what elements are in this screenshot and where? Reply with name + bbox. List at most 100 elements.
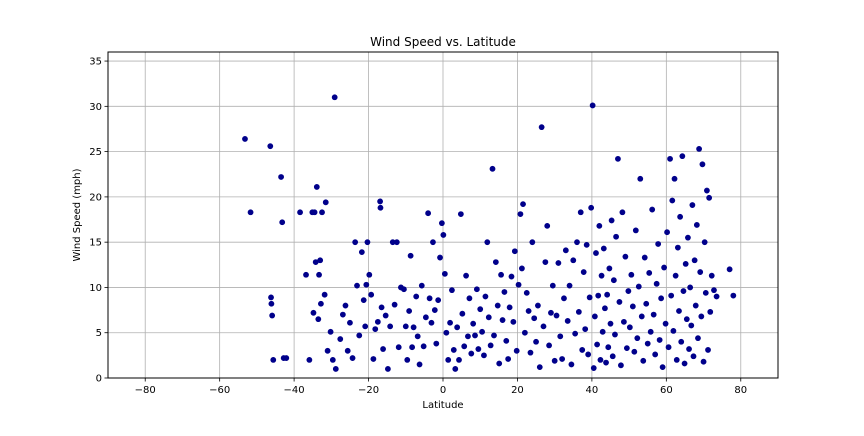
scatter-point [638, 313, 645, 320]
scatter-point [533, 338, 539, 345]
scatter-point [706, 194, 713, 201]
scatter-point [572, 330, 579, 337]
scatter-point [562, 247, 569, 254]
scatter-point [441, 270, 448, 277]
scatter-point [450, 347, 457, 353]
scatter-point [555, 260, 562, 266]
scatter-point [698, 313, 705, 320]
scatter-point [650, 311, 657, 318]
scatter-point [370, 356, 377, 362]
scatter-point [377, 198, 383, 205]
scatter-point [380, 346, 386, 352]
y-tick-label: 25 [89, 147, 102, 158]
scatter-point [391, 301, 398, 308]
scatter-point [621, 318, 627, 325]
scatter-point [358, 249, 365, 256]
scatter-point [482, 293, 489, 300]
scatter-point [640, 357, 647, 364]
scatter-point [667, 155, 673, 162]
scatter-point [664, 229, 670, 236]
scatter-point [461, 343, 468, 350]
scatter-point [566, 282, 573, 289]
scatter-point [597, 356, 604, 363]
scatter-point [406, 308, 413, 314]
scatter-point [466, 295, 473, 302]
scatter-point [505, 356, 512, 362]
scatter-point [452, 366, 459, 372]
scatter-point [602, 305, 608, 312]
scatter-point [553, 312, 560, 319]
scatter-point [595, 292, 602, 299]
scatter-point [669, 197, 676, 204]
scatter-point [420, 343, 427, 350]
scatter-point [393, 239, 400, 246]
x-tick-label: −80 [135, 385, 156, 396]
scatter-point [527, 349, 534, 356]
scatter-point [681, 360, 688, 367]
scatter-point [454, 324, 461, 331]
scatter-point [700, 358, 707, 365]
scatter-point [582, 326, 589, 332]
scatter-point [655, 241, 662, 247]
scatter-point [515, 281, 522, 288]
scatter-point [559, 356, 566, 362]
scatter-point [409, 344, 416, 351]
scatter-point [372, 326, 379, 332]
scatter-point [690, 353, 697, 360]
scatter-point [337, 336, 344, 342]
scatter-point [368, 291, 375, 298]
scatter-point [364, 239, 371, 246]
scatter-point [608, 217, 615, 224]
scatter-point [659, 364, 666, 371]
scatter-point [661, 264, 667, 271]
scatter-point [324, 347, 331, 354]
scatter-point [649, 206, 656, 213]
scatter-point [609, 353, 616, 360]
scatter-point [445, 356, 452, 363]
scatter-point [689, 202, 696, 208]
scatter-point [674, 244, 681, 251]
scatter-point [487, 342, 494, 349]
scatter-point [356, 332, 363, 339]
y-tick-label: 30 [89, 102, 102, 113]
scatter-point [679, 153, 686, 160]
scatter-point [413, 293, 420, 300]
scatter-point [652, 351, 659, 358]
scatter-point [577, 209, 584, 216]
scatter-point [726, 266, 733, 273]
scatter-point [363, 281, 370, 288]
scatter-point [521, 329, 528, 336]
scatter-point [646, 270, 653, 276]
scatter-point [339, 311, 346, 318]
scatter-point [477, 306, 484, 313]
scatter-point [425, 210, 432, 217]
scatter-point [615, 155, 621, 162]
scatter-point [593, 250, 599, 256]
scatter-point [702, 289, 709, 296]
scatter-point [604, 291, 611, 298]
scatter-point [472, 332, 478, 339]
scatter-point [470, 320, 477, 327]
scatter-point [705, 347, 711, 353]
x-tick-label: −20 [358, 385, 379, 396]
scatter-point [377, 204, 384, 211]
scatter-point [378, 304, 385, 311]
scatter-point [503, 337, 510, 344]
scatter-point [588, 204, 595, 211]
scatter-point [708, 272, 715, 279]
scatter-point [349, 355, 356, 361]
scatter-point [590, 365, 597, 371]
scatter-point [513, 347, 520, 354]
scatter-point [625, 288, 632, 294]
scatter-point [431, 307, 438, 313]
scatter-point [665, 344, 672, 351]
scatter-point [647, 328, 654, 335]
scatter-point [468, 350, 475, 357]
scatter-point [596, 222, 603, 229]
scatter-point [713, 293, 720, 300]
scatter-point [695, 335, 701, 342]
scatter-point [319, 209, 325, 216]
y-tick-label: 15 [89, 238, 102, 249]
scatter-point [580, 269, 587, 275]
scatter-point [598, 272, 605, 279]
